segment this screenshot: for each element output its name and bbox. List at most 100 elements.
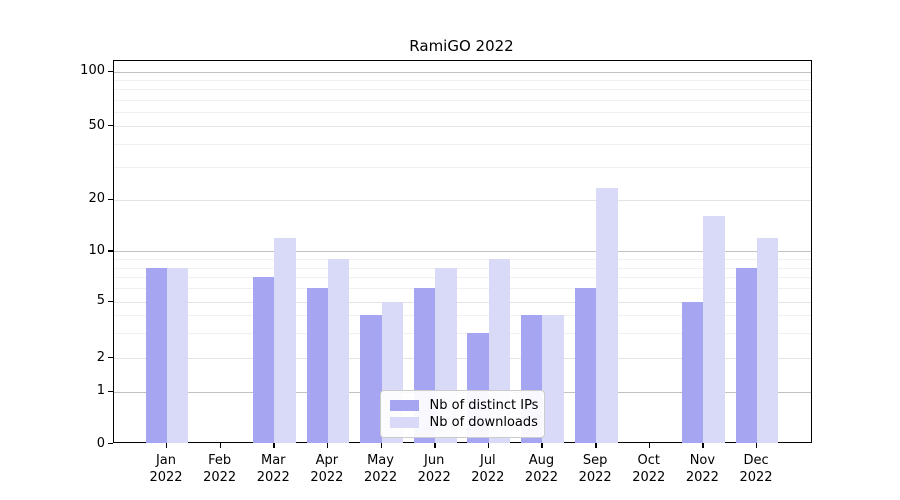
x-tick-year: 2022	[471, 470, 505, 485]
x-tick-month: Oct	[637, 453, 660, 468]
major-gridline	[113, 126, 811, 127]
y-tick-mark	[107, 443, 113, 445]
bar-distinct-ips	[574, 288, 597, 443]
x-tick-year: 2022	[417, 470, 451, 485]
major-gridline	[113, 199, 811, 201]
x-tick-month: Jan	[155, 453, 177, 468]
major-gridline	[113, 358, 811, 359]
x-tick-label: Jul 2022	[461, 452, 515, 486]
bar-downloads	[274, 237, 296, 443]
x-tick-month: Jul	[479, 453, 496, 468]
x-tick-mark	[219, 443, 222, 448]
y-tick-mark	[107, 300, 113, 303]
minor-gridline	[113, 258, 811, 260]
y-tick-mark	[107, 250, 113, 252]
x-tick-month: Dec	[743, 453, 769, 468]
x-tick-month: Sep	[582, 453, 608, 468]
plot-area: Nb of distinct IPs Nb of downloads	[112, 59, 812, 443]
y-tick-label: 1	[96, 383, 105, 398]
x-tick-month: Jun	[424, 453, 445, 468]
bar-downloads	[596, 188, 618, 443]
legend-item-distinct-ips: Nb of distinct IPs	[389, 397, 539, 414]
minor-gridline	[113, 99, 811, 101]
y-tick-mark	[107, 198, 113, 200]
x-tick-label: Mar 2022	[246, 452, 300, 486]
bar-distinct-ips	[145, 267, 167, 443]
x-tick-mark	[326, 443, 329, 448]
x-tick-mark	[756, 443, 758, 448]
y-tick-label: 20	[88, 191, 105, 206]
chart-title: RamiGO 2022	[409, 37, 514, 55]
x-tick-label: Sep 2022	[568, 452, 622, 486]
minor-gridline	[113, 288, 811, 290]
x-tick-label: Apr 2022	[300, 452, 354, 486]
x-tick-label: Jun 2022	[407, 452, 461, 486]
y-tick-mark	[107, 125, 113, 127]
x-tick-mark	[595, 443, 597, 448]
minor-gridline	[113, 267, 811, 269]
minor-gridline	[113, 277, 811, 279]
bar-downloads	[703, 216, 725, 443]
x-tick-year: 2022	[632, 470, 666, 485]
bar-distinct-ips	[252, 277, 275, 443]
legend-label-distinct-ips: Nb of distinct IPs	[429, 397, 539, 413]
bar-distinct-ips	[735, 267, 758, 443]
bar-downloads	[757, 237, 779, 443]
x-tick-year: 2022	[310, 470, 344, 485]
minor-gridline	[113, 89, 811, 91]
x-tick-year: 2022	[524, 470, 559, 485]
legend: Nb of distinct IPs Nb of downloads	[379, 389, 545, 438]
legend-label-downloads: Nb of downloads	[429, 414, 538, 430]
y-tick-label: 5	[96, 293, 105, 309]
x-tick-mark	[648, 443, 651, 448]
bar-downloads	[542, 315, 564, 443]
x-tick-year: 2022	[149, 470, 183, 485]
x-tick-mark	[166, 443, 168, 448]
x-tick-mark	[380, 443, 382, 448]
legend-swatch-downloads	[389, 416, 419, 428]
y-tick-label: 50	[88, 117, 105, 133]
minor-gridline	[113, 166, 811, 168]
x-tick-mark	[702, 443, 704, 448]
x-tick-mark	[273, 443, 275, 448]
x-tick-month: Apr	[315, 453, 339, 468]
y-tick-mark	[107, 70, 113, 72]
x-tick-year: 2022	[739, 470, 773, 485]
major-gridline	[113, 71, 811, 73]
x-tick-mark	[487, 443, 490, 448]
y-tick-label: 100	[80, 63, 105, 78]
y-tick-mark	[107, 357, 113, 359]
y-tick-label: 10	[88, 242, 105, 258]
x-tick-label: Dec 2022	[729, 452, 783, 486]
bar-distinct-ips	[682, 301, 704, 443]
x-tick-year: 2022	[578, 470, 612, 485]
x-tick-label: Feb 2022	[193, 452, 247, 486]
x-tick-month: Aug	[528, 453, 555, 468]
legend-swatch-distinct-ips	[389, 399, 419, 411]
minor-gridline	[113, 143, 811, 145]
x-tick-month: Feb	[208, 453, 232, 468]
x-tick-month: Mar	[261, 453, 286, 468]
x-tick-label: Aug 2022	[514, 452, 568, 486]
legend-item-downloads: Nb of downloads	[389, 414, 538, 431]
x-tick-label: Oct 2022	[622, 452, 676, 486]
x-tick-month: May	[367, 453, 394, 468]
major-gridline	[113, 301, 811, 303]
x-tick-label: Jan 2022	[139, 452, 193, 486]
x-tick-label: Nov 2022	[675, 452, 729, 486]
bar-downloads	[167, 267, 189, 443]
x-tick-label: May 2022	[354, 452, 408, 486]
y-tick-label: 2	[96, 349, 105, 365]
x-tick-year: 2022	[685, 470, 719, 485]
x-tick-mark	[541, 443, 543, 448]
x-tick-year: 2022	[203, 470, 237, 485]
x-tick-month: Nov	[689, 453, 716, 468]
x-tick-mark	[434, 443, 436, 448]
bar-downloads	[327, 258, 350, 443]
minor-gridline	[113, 333, 811, 335]
major-gridline	[113, 251, 811, 253]
x-tick-year: 2022	[256, 470, 290, 485]
minor-gridline	[113, 111, 811, 113]
bar-distinct-ips	[360, 315, 382, 443]
